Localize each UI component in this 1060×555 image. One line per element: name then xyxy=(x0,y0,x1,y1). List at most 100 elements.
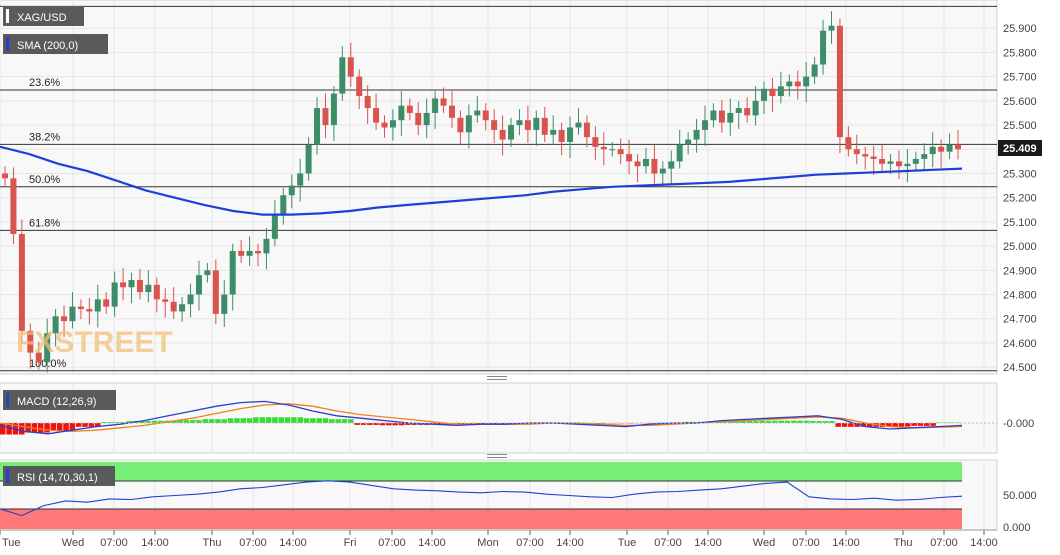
candle-body xyxy=(836,25,843,138)
macd-histogram-bar xyxy=(759,420,766,423)
macd-histogram-bar xyxy=(151,420,158,423)
candle-body xyxy=(803,76,810,87)
macd-histogram-bar xyxy=(784,420,791,423)
candle-body xyxy=(356,76,363,96)
candle-body xyxy=(879,158,886,164)
candle-body xyxy=(128,280,135,288)
macd-histogram-bar xyxy=(139,421,145,423)
macd-indicator-tab[interactable]: MACD (12,26,9) xyxy=(3,390,116,410)
candle-body xyxy=(305,144,312,174)
time-tick-label: Mon xyxy=(477,537,498,549)
candle-body xyxy=(288,185,295,196)
macd-histogram-bar xyxy=(126,421,133,423)
macd-histogram-bar xyxy=(848,423,854,427)
macd-histogram-bar xyxy=(810,421,816,423)
macd-rsi-splitter[interactable] xyxy=(487,454,507,458)
macd-histogram-bar xyxy=(436,423,443,425)
candle-body xyxy=(651,158,658,174)
candle-body xyxy=(955,144,961,150)
macd-histogram-bar xyxy=(835,423,841,427)
candle-body xyxy=(415,112,422,126)
current-price-label: 25.409 xyxy=(1003,143,1037,155)
macd-histogram-bar xyxy=(177,420,183,423)
candle-body xyxy=(895,161,902,167)
rsi-indicator-tab[interactable]: RSI (14,70,30,1) xyxy=(3,466,115,486)
macd-histogram-bar xyxy=(905,423,911,427)
price-tick-label: 25.500 xyxy=(1003,120,1037,132)
candle-body xyxy=(52,316,59,334)
candle-body xyxy=(347,57,354,77)
time-tick-label: 07:00 xyxy=(378,537,406,549)
macd-histogram-bar xyxy=(746,421,753,423)
candle-body xyxy=(491,120,498,130)
candle-body xyxy=(583,122,590,138)
macd-histogram-bar xyxy=(335,419,341,423)
candle-body xyxy=(170,301,177,312)
macd-histogram-bar xyxy=(202,419,209,423)
macd-histogram-bar xyxy=(398,423,405,426)
macd-histogram-bar xyxy=(341,419,348,423)
candle-body xyxy=(440,98,447,106)
macd-histogram-bar xyxy=(94,423,101,427)
candle-body xyxy=(550,129,557,135)
fib-label: 61.8% xyxy=(29,217,60,229)
candle-body xyxy=(465,115,472,133)
candle-body xyxy=(187,294,194,305)
candle-body xyxy=(887,161,894,164)
candle-body xyxy=(27,330,34,353)
macd-histogram-bar xyxy=(360,423,367,425)
candle-body xyxy=(786,81,793,87)
candle-body xyxy=(474,110,481,116)
price-tick-label: 25.700 xyxy=(1003,72,1037,84)
candle-body xyxy=(533,117,540,130)
macd-histogram-bar xyxy=(0,423,6,435)
candle-body xyxy=(946,144,953,152)
macd-histogram-bar xyxy=(310,418,316,423)
horizontal-gridlines xyxy=(0,27,997,368)
macd-histogram-bar xyxy=(215,419,221,423)
price-tick-label: 25.000 xyxy=(1003,241,1037,253)
price-tick-label: 25.100 xyxy=(1003,217,1037,229)
macd-line xyxy=(0,400,963,435)
macd-histogram-bar xyxy=(18,423,25,435)
macd-indicator-label: MACD (12,26,9) xyxy=(17,396,96,408)
time-tick-label: Thu xyxy=(894,537,913,549)
macd-histogram-bar xyxy=(37,423,44,433)
time-tick-label: 07:00 xyxy=(654,537,682,549)
time-tick-label: Tue xyxy=(2,537,21,549)
macd-histogram-bar xyxy=(120,422,126,423)
time-tick-label: 07:00 xyxy=(792,537,820,549)
candle-body xyxy=(685,139,692,145)
macd-histogram-bar xyxy=(379,423,386,426)
candle-body xyxy=(921,154,928,159)
macd-histogram-bar xyxy=(443,423,449,425)
price-macd-splitter[interactable] xyxy=(487,376,507,380)
macd-histogram-bar xyxy=(170,420,177,423)
macd-histogram-bar xyxy=(82,423,88,427)
sma-indicator-tab[interactable]: SMA (200,0) xyxy=(3,34,108,54)
price-tick-label: 24.500 xyxy=(1003,362,1037,374)
macd-histogram-bar xyxy=(499,423,506,424)
macd-histogram-bar xyxy=(69,423,76,431)
macd-histogram-bar xyxy=(297,417,303,423)
instrument-tab[interactable]: XAG/USD xyxy=(3,6,84,26)
candle-body xyxy=(482,110,489,121)
macd-histogram-bar xyxy=(145,421,152,423)
candle-body xyxy=(448,105,455,118)
time-tick-label: 14:00 xyxy=(556,537,584,549)
candle-body xyxy=(238,250,245,256)
macd-histogram-bar xyxy=(291,417,297,423)
candle-body xyxy=(94,299,101,312)
candle-body xyxy=(44,333,51,363)
candle-body xyxy=(86,309,93,312)
macd-histogram-bar xyxy=(183,420,190,423)
candle-body xyxy=(727,112,734,123)
candle-body xyxy=(929,146,936,155)
macd-histogram-bar xyxy=(196,420,202,423)
macd-histogram-bar xyxy=(6,423,12,435)
macd-histogram-bar xyxy=(158,420,164,423)
rsi-overbought-zone xyxy=(0,462,962,481)
macd-histogram-bar xyxy=(259,417,266,423)
candle-body xyxy=(373,108,380,123)
candle-body xyxy=(255,250,262,254)
